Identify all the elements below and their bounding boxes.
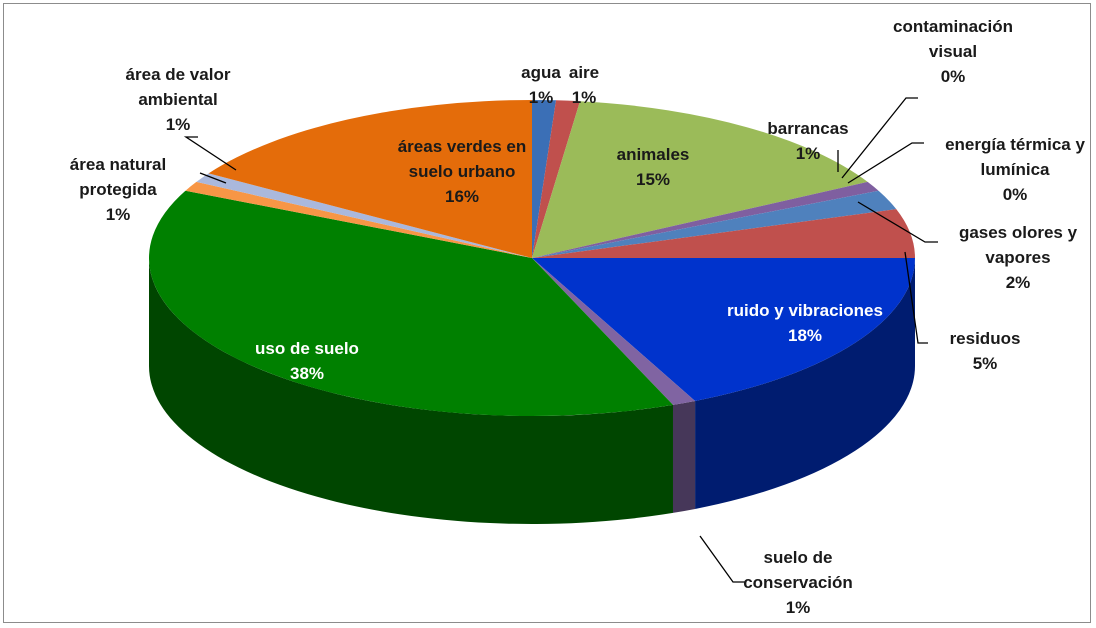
chart-border	[3, 3, 1091, 623]
percent-label: 38%	[289, 364, 325, 383]
slice	[532, 258, 915, 401]
percent-label: 1%	[165, 115, 191, 134]
slice	[185, 181, 532, 258]
slice	[532, 181, 879, 258]
category-name: área natural protegida	[69, 155, 167, 199]
data-label: energía térmica y lumínica 0%	[930, 132, 1096, 207]
category-name: barrancas	[767, 119, 849, 138]
category-name: ruido y vibraciones	[727, 301, 883, 320]
category-name: áreas verdes en suelo urbano	[397, 137, 527, 181]
leader-line	[904, 251, 928, 344]
data-label: áreas verdes en suelo urbano 16%	[382, 134, 542, 209]
percent-label: 1%	[785, 598, 811, 617]
leader-line	[699, 535, 745, 583]
slice	[208, 99, 532, 258]
category-name: uso de suelo	[255, 339, 359, 358]
category-name: área de valor ambiental	[125, 65, 231, 109]
data-label: residuos 5%	[935, 326, 1035, 376]
percent-label: 1%	[571, 88, 597, 107]
leader-line	[857, 201, 938, 243]
data-label: suelo de conservación 1%	[728, 545, 868, 620]
slice	[532, 209, 915, 258]
leader-line	[847, 142, 924, 184]
percent-label: 2%	[1005, 273, 1031, 292]
slice	[532, 258, 696, 405]
percent-label: 1%	[105, 205, 131, 224]
category-name: energía térmica y lumínica	[945, 135, 1085, 179]
percent-label: 1%	[528, 88, 554, 107]
category-name: residuos	[949, 329, 1021, 348]
percent-label: 0%	[1002, 185, 1028, 204]
category-name: contaminación visual	[893, 17, 1013, 61]
data-label: barrancas 1%	[748, 116, 868, 166]
category-name: animales	[616, 145, 690, 164]
percent-label: 0%	[940, 67, 966, 86]
data-label: aire 1%	[564, 60, 604, 110]
slice	[532, 100, 581, 259]
percent-label: 18%	[787, 326, 823, 345]
slice-side	[672, 400, 696, 513]
percent-label: 5%	[972, 354, 998, 373]
data-label: animales 15%	[598, 142, 708, 192]
slice-side	[695, 258, 915, 509]
leader-line	[199, 172, 227, 184]
data-label: contaminación visual 0%	[873, 14, 1033, 89]
slice	[148, 190, 673, 416]
data-label: área natural protegida 1%	[43, 152, 193, 227]
category-name: suelo de conservación	[743, 548, 853, 592]
leader-line	[183, 136, 237, 171]
percent-label: 15%	[635, 170, 671, 189]
data-label: gases olores y vapores 2%	[938, 220, 1096, 295]
percent-label: 16%	[444, 187, 480, 206]
slice-side	[149, 258, 673, 524]
slice	[532, 190, 897, 258]
category-name: aire	[568, 63, 600, 82]
data-label: área de valor ambiental 1%	[103, 62, 253, 137]
data-label: ruido y vibraciones 18%	[700, 298, 910, 348]
data-label: uso de suelo 38%	[237, 336, 377, 386]
slice	[196, 173, 532, 258]
data-label: agua 1%	[516, 60, 566, 110]
category-name: gases olores y vapores	[958, 223, 1078, 267]
slice	[532, 101, 868, 258]
percent-label: 1%	[795, 144, 821, 163]
slice	[532, 100, 557, 258]
category-name: agua	[521, 63, 561, 82]
leader-line	[841, 97, 918, 179]
